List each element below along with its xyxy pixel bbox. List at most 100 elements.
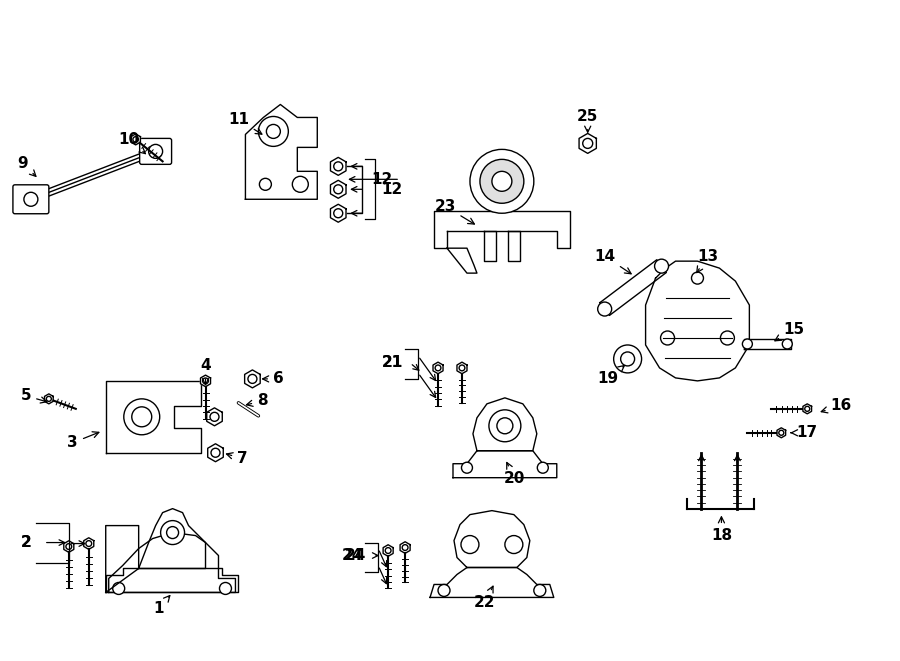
- Circle shape: [211, 448, 220, 457]
- Circle shape: [614, 345, 642, 373]
- Circle shape: [534, 584, 545, 596]
- Polygon shape: [246, 104, 318, 199]
- Text: 2: 2: [21, 535, 32, 550]
- Polygon shape: [430, 568, 554, 598]
- Circle shape: [124, 399, 159, 435]
- Polygon shape: [330, 204, 346, 222]
- Text: 3: 3: [68, 432, 99, 450]
- Polygon shape: [433, 362, 443, 373]
- Polygon shape: [245, 370, 260, 388]
- Circle shape: [334, 162, 343, 171]
- Polygon shape: [777, 428, 786, 438]
- Circle shape: [202, 378, 209, 384]
- FancyBboxPatch shape: [13, 185, 49, 214]
- Circle shape: [537, 462, 548, 473]
- Circle shape: [492, 171, 512, 191]
- Circle shape: [505, 535, 523, 553]
- Circle shape: [334, 209, 343, 217]
- Circle shape: [621, 352, 634, 366]
- Text: 12: 12: [372, 172, 392, 187]
- Polygon shape: [744, 339, 791, 349]
- Circle shape: [470, 149, 534, 214]
- Text: 14: 14: [594, 249, 631, 274]
- Circle shape: [782, 339, 792, 349]
- Circle shape: [654, 259, 669, 273]
- Polygon shape: [434, 212, 570, 248]
- Polygon shape: [803, 404, 812, 414]
- Polygon shape: [447, 248, 477, 273]
- Polygon shape: [208, 444, 223, 462]
- Polygon shape: [383, 545, 393, 557]
- Polygon shape: [207, 408, 222, 426]
- Circle shape: [720, 331, 734, 345]
- Text: 1: 1: [153, 596, 170, 616]
- Text: 16: 16: [821, 399, 851, 413]
- Polygon shape: [105, 381, 201, 453]
- Circle shape: [131, 407, 152, 427]
- Circle shape: [582, 138, 593, 148]
- Text: 4: 4: [200, 358, 211, 385]
- Circle shape: [497, 418, 513, 434]
- Circle shape: [691, 272, 704, 284]
- Polygon shape: [130, 134, 140, 145]
- Text: 12: 12: [382, 182, 402, 197]
- Circle shape: [66, 543, 72, 549]
- Circle shape: [258, 116, 288, 146]
- Circle shape: [661, 331, 674, 345]
- Text: 8: 8: [247, 393, 267, 408]
- Circle shape: [805, 407, 810, 411]
- Circle shape: [292, 176, 309, 192]
- Circle shape: [166, 527, 178, 539]
- Text: 2: 2: [21, 535, 32, 550]
- Polygon shape: [473, 398, 536, 451]
- Polygon shape: [579, 134, 597, 153]
- Circle shape: [248, 374, 256, 383]
- Circle shape: [133, 137, 139, 142]
- Text: 21: 21: [382, 356, 402, 370]
- Polygon shape: [457, 362, 467, 373]
- Polygon shape: [105, 525, 139, 592]
- Circle shape: [402, 545, 408, 551]
- Circle shape: [459, 365, 465, 371]
- Text: 11: 11: [228, 112, 262, 134]
- Text: 10: 10: [118, 132, 146, 153]
- Text: 19: 19: [597, 366, 625, 387]
- Circle shape: [148, 144, 163, 159]
- Polygon shape: [105, 568, 239, 592]
- Circle shape: [112, 582, 125, 594]
- Circle shape: [462, 462, 472, 473]
- Circle shape: [334, 185, 343, 194]
- Circle shape: [46, 397, 51, 401]
- FancyBboxPatch shape: [140, 138, 172, 165]
- Polygon shape: [139, 508, 205, 568]
- Polygon shape: [201, 375, 211, 387]
- Circle shape: [210, 412, 219, 421]
- Text: 21: 21: [382, 356, 402, 370]
- Circle shape: [435, 365, 441, 371]
- Polygon shape: [330, 157, 346, 175]
- Text: 22: 22: [474, 586, 496, 610]
- Polygon shape: [330, 180, 346, 198]
- Polygon shape: [600, 260, 666, 315]
- Polygon shape: [64, 541, 74, 553]
- Circle shape: [86, 541, 92, 547]
- Polygon shape: [508, 231, 520, 261]
- Circle shape: [438, 584, 450, 596]
- Text: 17: 17: [791, 425, 818, 440]
- Polygon shape: [109, 533, 236, 592]
- Circle shape: [598, 302, 612, 316]
- Circle shape: [742, 339, 752, 349]
- Text: 7: 7: [227, 451, 248, 466]
- Polygon shape: [400, 542, 410, 553]
- Polygon shape: [645, 261, 750, 381]
- Text: 6: 6: [263, 371, 284, 387]
- Text: 20: 20: [504, 463, 526, 486]
- Polygon shape: [454, 510, 530, 568]
- Text: 9: 9: [18, 156, 36, 176]
- Polygon shape: [484, 231, 496, 261]
- Circle shape: [778, 430, 784, 436]
- Circle shape: [259, 178, 272, 190]
- Circle shape: [266, 124, 281, 138]
- Polygon shape: [453, 451, 557, 478]
- Text: 15: 15: [775, 321, 805, 341]
